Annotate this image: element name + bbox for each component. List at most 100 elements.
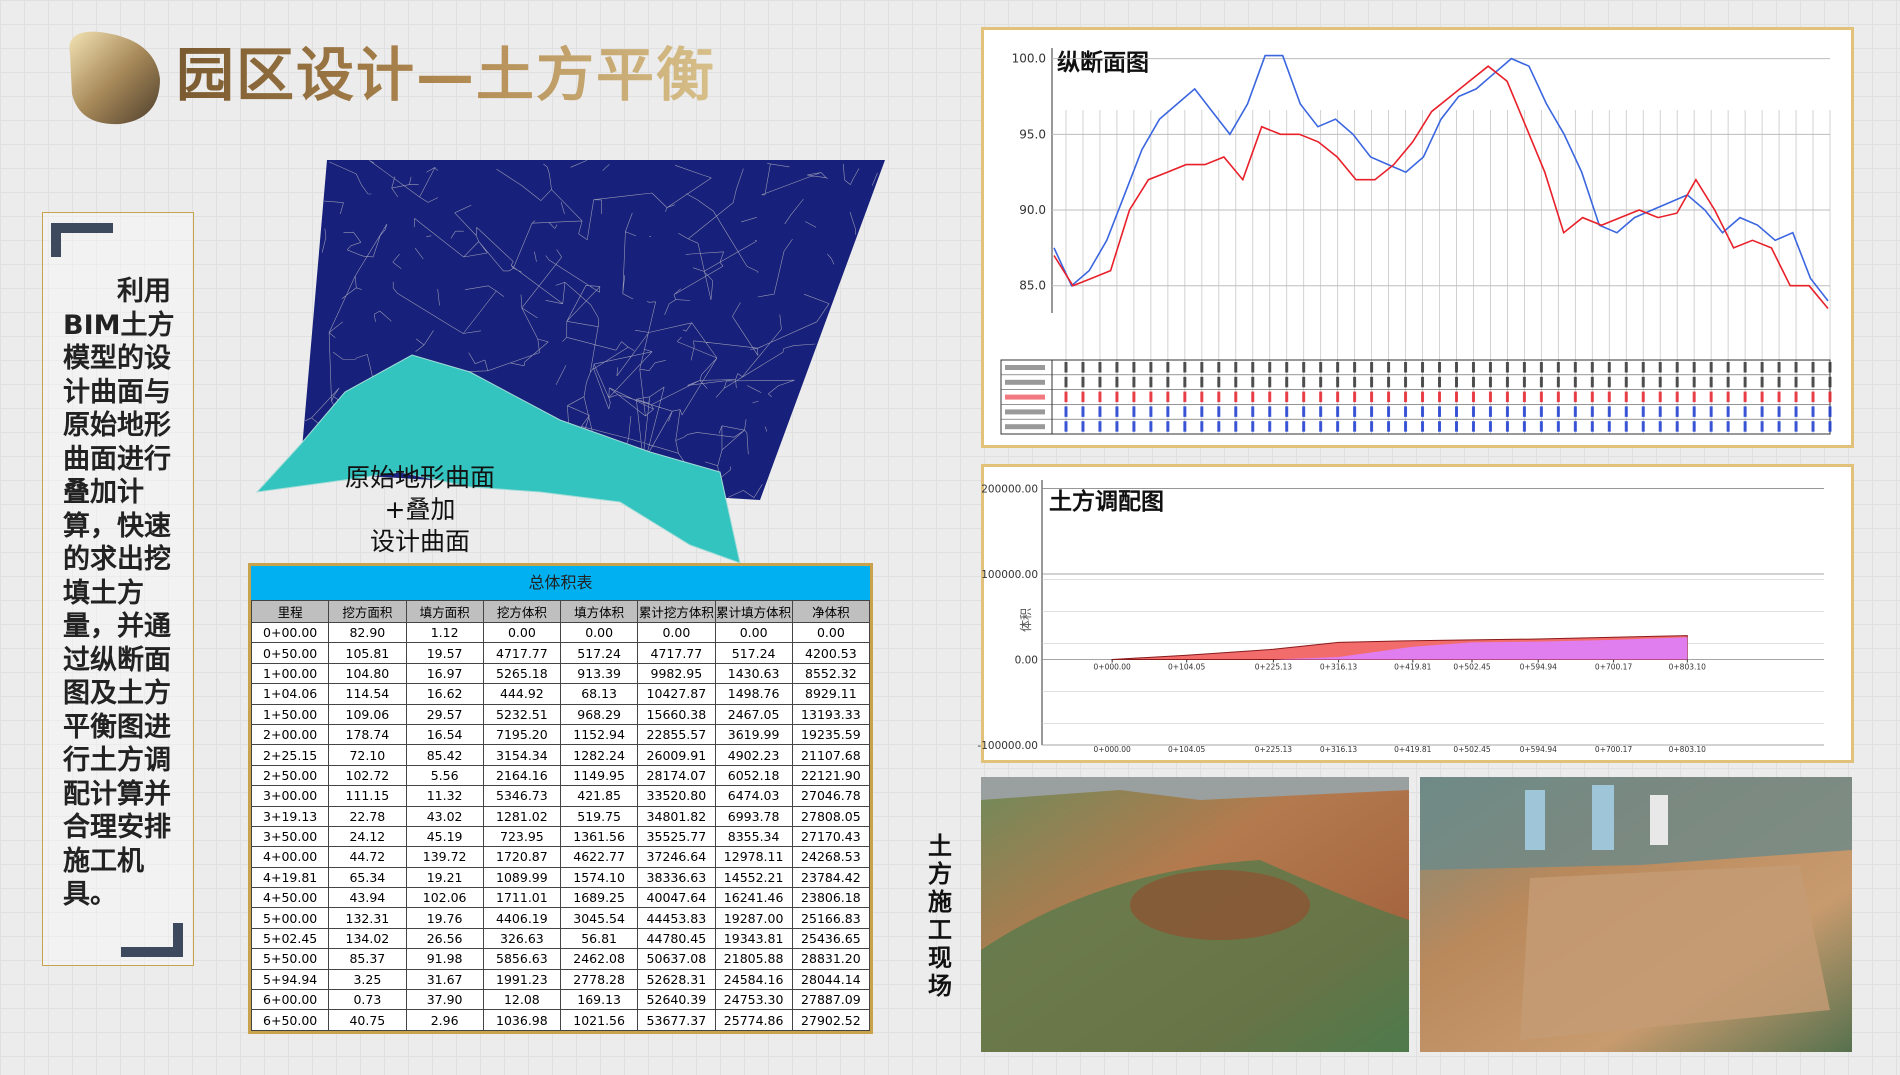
table-cell: 1689.25	[559, 887, 639, 909]
table-cell: 4717.77	[482, 642, 562, 664]
table-cell: 11.32	[405, 785, 484, 807]
corner	[173, 923, 183, 957]
table-row: 5+50.00 85.37 91.98 5856.63 2462.08 50637.08 2…	[250, 948, 871, 970]
table-cell: 6+50.00	[250, 1009, 330, 1031]
table-cell: 65.34	[328, 866, 407, 889]
table-cell: 31.67	[405, 968, 484, 991]
table-row: 1+50.00 109.06 29.57 5232.51 968.29 15660.38 2…	[250, 703, 871, 725]
table-cell: 517.24	[559, 642, 639, 664]
table-cell: 35525.77	[637, 825, 716, 848]
table-cell: 26009.91	[637, 744, 716, 766]
table-cell: 50637.08	[637, 948, 716, 970]
table-cell: 28174.07	[637, 764, 716, 787]
table-cell: 132.31	[328, 907, 407, 929]
table-cell: 5+94.94	[250, 968, 330, 991]
table-cell: 1720.87	[482, 846, 562, 868]
table-cell: 134.02	[328, 927, 407, 950]
table-row: 6+00.00 0.73 37.90 12.08 169.13 52640.39 24753…	[250, 989, 871, 1011]
table-cell: 5232.51	[482, 703, 562, 725]
table-cell: 1361.56	[559, 825, 639, 848]
table-cell: 0.00	[482, 621, 562, 644]
table-cell: 0.00	[714, 621, 793, 644]
table-cell: 68.13	[559, 683, 639, 705]
table-cell: 8355.34	[714, 825, 793, 848]
table-cell: 28044.14	[791, 968, 871, 991]
table-cell: 1+50.00	[250, 703, 330, 725]
table-cell: 85.42	[405, 744, 484, 766]
table-cell: 9982.95	[637, 662, 716, 685]
table-cell: 1036.98	[482, 1009, 562, 1031]
table-cell: 5265.18	[482, 662, 562, 685]
table-cell: 27046.78	[791, 785, 871, 807]
table-cell: 7195.20	[482, 723, 562, 746]
site-label: 土方施工现场	[928, 832, 952, 1000]
table-cell: 178.74	[328, 723, 407, 746]
table-cell: 0.00	[791, 621, 871, 644]
table-cell: 19287.00	[714, 907, 793, 929]
table-cell: 913.39	[559, 662, 639, 685]
table-cell: 1711.01	[482, 887, 562, 909]
label-line: +叠加	[384, 495, 456, 524]
table-cell: 109.06	[328, 703, 407, 725]
label-line: 原始地形曲面	[344, 463, 495, 492]
table-cell: 44780.45	[637, 927, 716, 950]
table-cell: 8929.11	[791, 683, 871, 705]
table-row: 6+50.00 40.75 2.96 1036.98 1021.56 53677.37 25…	[250, 1009, 871, 1031]
header-cell: 挖方体积	[482, 600, 562, 623]
table-cell: 23784.42	[791, 866, 871, 889]
table-cell: 27902.52	[791, 1009, 871, 1031]
table-cell: 4717.77	[637, 642, 716, 664]
table-cell: 52628.31	[637, 968, 716, 991]
table-cell: 4+00.00	[250, 846, 330, 868]
table-row: 1+04.06 114.54 16.62 444.92 68.13 10427.87 149…	[250, 683, 871, 705]
table-cell: 102.72	[328, 764, 407, 787]
table-cell: 26.56	[405, 927, 484, 950]
table-row: 3+19.13 22.78 43.02 1281.02 519.75 34801.82 69…	[250, 805, 871, 827]
table-cell: 968.29	[559, 703, 639, 725]
table-row: 3+00.00 111.15 11.32 5346.73 421.85 33520.80 6…	[250, 785, 871, 807]
table-cell: 6993.78	[714, 805, 793, 827]
table-cell: 10427.87	[637, 683, 716, 705]
table-cell: 104.80	[328, 662, 407, 685]
table-cell: 52640.39	[637, 989, 716, 1011]
table-cell: 27808.05	[791, 805, 871, 827]
table-cell: 1152.94	[559, 723, 639, 746]
side-text: 利用BIM土方模型的设计曲面与原始地形曲面进行叠加计算，快速的求出挖填土方量，并…	[63, 276, 175, 910]
table-row: 3+50.00 24.12 45.19 723.95 1361.56 35525.77 83…	[250, 825, 871, 848]
corner	[51, 223, 113, 233]
terrain-model	[255, 160, 885, 564]
table-cell: 1498.76	[714, 683, 793, 705]
table-row: 4+50.00 43.94 102.06 1711.01 1689.25 40047.64…	[250, 887, 871, 909]
table-cell: 28831.20	[791, 948, 871, 970]
table-row: 0+50.00 105.81 19.57 4717.77 517.24 4717.77 51…	[250, 642, 871, 664]
page-title: 园区设计—土方平衡	[176, 28, 716, 112]
table-row: 4+00.00 44.72 139.72 1720.87 4622.77 37246.64…	[250, 846, 871, 868]
table-cell: 37.90	[405, 989, 484, 1011]
table-cell: 24753.30	[714, 989, 793, 1011]
table-cell: 22.78	[328, 805, 407, 827]
table-cell: 37246.64	[637, 846, 716, 868]
table-row: 2+25.15 72.10 85.42 3154.34 1282.24 26009.91 4…	[250, 744, 871, 766]
table-cell: 27887.09	[791, 989, 871, 1011]
table-cell: 22855.57	[637, 723, 716, 746]
table-cell: 105.81	[328, 642, 407, 664]
table-cell: 33520.80	[637, 785, 716, 807]
table-cell: 1021.56	[559, 1009, 639, 1031]
table-cell: 723.95	[482, 825, 562, 848]
table-cell: 2+00.00	[250, 723, 330, 746]
table-cell: 2462.08	[559, 948, 639, 970]
header-cell: 累计填方体积	[714, 600, 793, 623]
table-cell: 19235.59	[791, 723, 871, 746]
table-cell: 40.75	[328, 1009, 407, 1031]
table-cell: 2.96	[405, 1009, 484, 1031]
logo	[69, 31, 160, 125]
volume-table: 总体积表 里程 挖方面积 填方面积 挖方体积 填方体积 累计挖方体积 累计填方体积 净体积 0+…	[248, 563, 873, 1034]
table-title: 总体积表	[251, 566, 870, 600]
table-cell: 4+50.00	[250, 887, 330, 909]
table-cell: 23806.18	[791, 887, 871, 909]
table-row: 2+00.00 178.74 16.54 7195.20 1152.94 22855.57…	[250, 723, 871, 746]
corner	[51, 223, 61, 257]
table-cell: 3619.99	[714, 723, 793, 746]
table-cell: 3+00.00	[250, 785, 330, 807]
